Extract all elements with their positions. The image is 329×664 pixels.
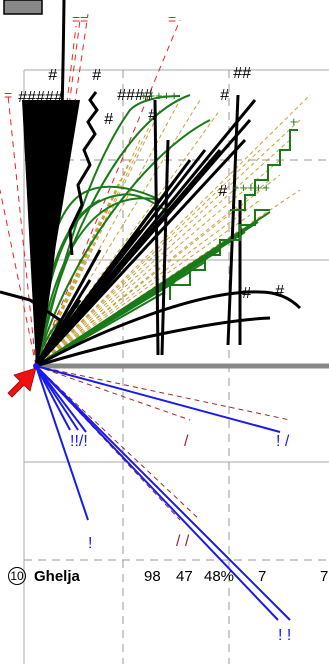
gold-line <box>35 214 251 367</box>
marker-labels: # # ####### ######### #+++++++++++== ==!!/! /!… <box>4 11 298 644</box>
bang-marker: ! / <box>276 433 290 450</box>
black-line <box>153 99 160 356</box>
gold-line <box>35 179 121 367</box>
blue-lines <box>35 365 291 621</box>
blue-line <box>35 365 279 621</box>
black-curve <box>35 290 302 368</box>
brown-dashed-line <box>35 365 191 421</box>
bang-marker: !!/! <box>70 433 88 450</box>
equals-marker: == <box>72 11 88 27</box>
blue-line <box>35 365 89 521</box>
red-dashed-line <box>35 19 181 367</box>
black-left-curve <box>0 290 61 322</box>
hash-marker: # <box>148 107 158 124</box>
gold-line <box>35 94 311 367</box>
equals-marker: = <box>4 87 12 103</box>
black-lines <box>34 0 302 368</box>
black-line <box>226 94 240 346</box>
hash-marker: ##### <box>18 89 64 106</box>
player-name: Ghelja <box>34 568 80 585</box>
stat-value-3: 48% <box>204 568 235 585</box>
brown-dashed-lines <box>35 365 291 521</box>
stat-value-4: 7 <box>258 568 267 585</box>
stat-value-1: 98 <box>144 568 161 585</box>
black-curve <box>35 316 271 368</box>
bang-marker: ! <box>88 535 92 552</box>
pointer-arrow-icon <box>7 367 37 398</box>
hash-marker: #### <box>117 87 154 104</box>
plus-marker: + <box>290 114 298 129</box>
gold-line <box>35 149 261 367</box>
green-staircase-1 <box>169 209 270 300</box>
green-curve <box>35 119 211 367</box>
blue-line <box>35 365 87 433</box>
slash-marker: / <box>184 433 189 450</box>
black-line <box>34 229 142 367</box>
red-dashed-line <box>7 94 37 367</box>
brown-dashed-line <box>35 365 201 521</box>
top-corner-box <box>3 0 43 15</box>
rank-badge: 10 <box>8 567 26 585</box>
black-line <box>160 139 170 356</box>
grid-lines <box>23 69 329 664</box>
black-wedge <box>22 100 80 365</box>
hash-marker: # <box>92 67 102 84</box>
hash-marker: # <box>218 183 228 200</box>
hash-marker: # <box>220 87 230 104</box>
origin-dot <box>33 363 39 369</box>
stat-value-2: 47 <box>176 568 193 585</box>
stat-value-5: 7 <box>320 568 329 585</box>
plus-marker: +++++ <box>232 180 270 195</box>
gold-line <box>35 109 161 367</box>
blue-line <box>35 365 71 431</box>
black-line <box>34 299 82 367</box>
blue-line <box>35 365 291 621</box>
hash-marker: # <box>48 67 58 84</box>
gold-line <box>35 219 101 367</box>
slash-marker: / / <box>176 533 190 550</box>
gold-line <box>35 199 261 367</box>
green-staircase-2 <box>230 129 298 211</box>
blue-line <box>35 365 281 433</box>
hash-marker: # <box>104 111 114 128</box>
gold-line <box>35 139 291 367</box>
brown-dashed-line <box>35 365 181 521</box>
equals-marker: = <box>168 11 176 27</box>
gold-dashed-lines <box>35 94 311 367</box>
zigzag-line <box>68 91 99 256</box>
gold-line <box>35 159 281 367</box>
red-dashed-line <box>0 189 37 367</box>
bang-marker: ! ! <box>278 627 291 644</box>
hash-marker: ## <box>233 65 252 82</box>
brown-dashed-line <box>35 365 291 421</box>
player-stat-row: 10 Ghelja 98 47 48% 7 7 <box>8 565 329 589</box>
green-curve <box>35 94 191 367</box>
hash-marker: # <box>242 285 252 302</box>
plus-marker: +++++ <box>140 88 178 103</box>
black-line <box>34 269 122 367</box>
hash-marker: # <box>275 283 285 300</box>
